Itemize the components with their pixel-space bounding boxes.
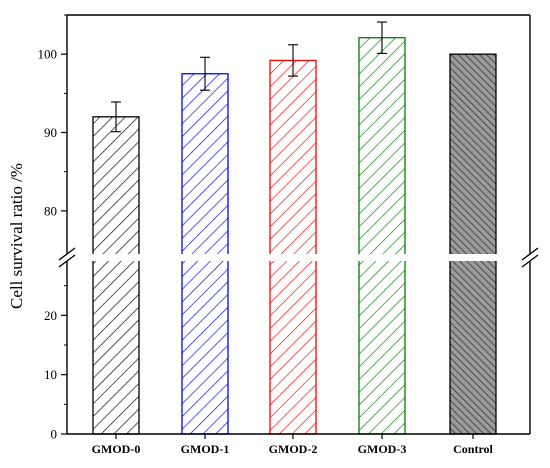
y-tick-label: 100	[38, 47, 58, 62]
right-break-mark	[521, 247, 539, 268]
axis-break-gap	[40, 254, 532, 261]
bar-gmod-1	[181, 73, 229, 435]
left-break-mark	[58, 247, 76, 268]
bar-gmod-0	[92, 116, 140, 435]
y-axis-title: Cell survival ratio /%	[7, 163, 26, 309]
y-tick-label: 20	[44, 308, 57, 323]
category-label-gmod-0: GMOD-0	[92, 442, 141, 456]
category-label-gmod-3: GMOD-3	[358, 442, 407, 456]
ticks-group: 0 10 20 80 90 100	[38, 14, 474, 442]
bar-gmod-2	[269, 59, 317, 435]
category-label-gmod-2: GMOD-2	[269, 442, 318, 456]
bars-group	[40, 37, 532, 435]
category-labels-group: GMOD-0 GMOD-1 GMOD-2 GMOD-3 Control	[92, 442, 494, 456]
error-bar-gmod-3	[377, 21, 387, 54]
category-label-gmod-1: GMOD-1	[181, 442, 230, 456]
bar-control	[449, 53, 497, 435]
bar-gmod-3	[358, 37, 406, 435]
y-tick-label: 90	[44, 125, 57, 140]
error-bar-gmod-1	[200, 56, 210, 91]
error-bars-group	[111, 21, 387, 133]
axes-group	[58, 14, 539, 435]
category-label-control: Control	[453, 442, 493, 456]
y-tick-label: 80	[44, 203, 57, 218]
error-bar-gmod-2	[288, 44, 298, 77]
error-bar-gmod-0	[111, 101, 121, 133]
y-tick-label: 10	[44, 367, 57, 382]
y-tick-label: 0	[51, 427, 58, 442]
